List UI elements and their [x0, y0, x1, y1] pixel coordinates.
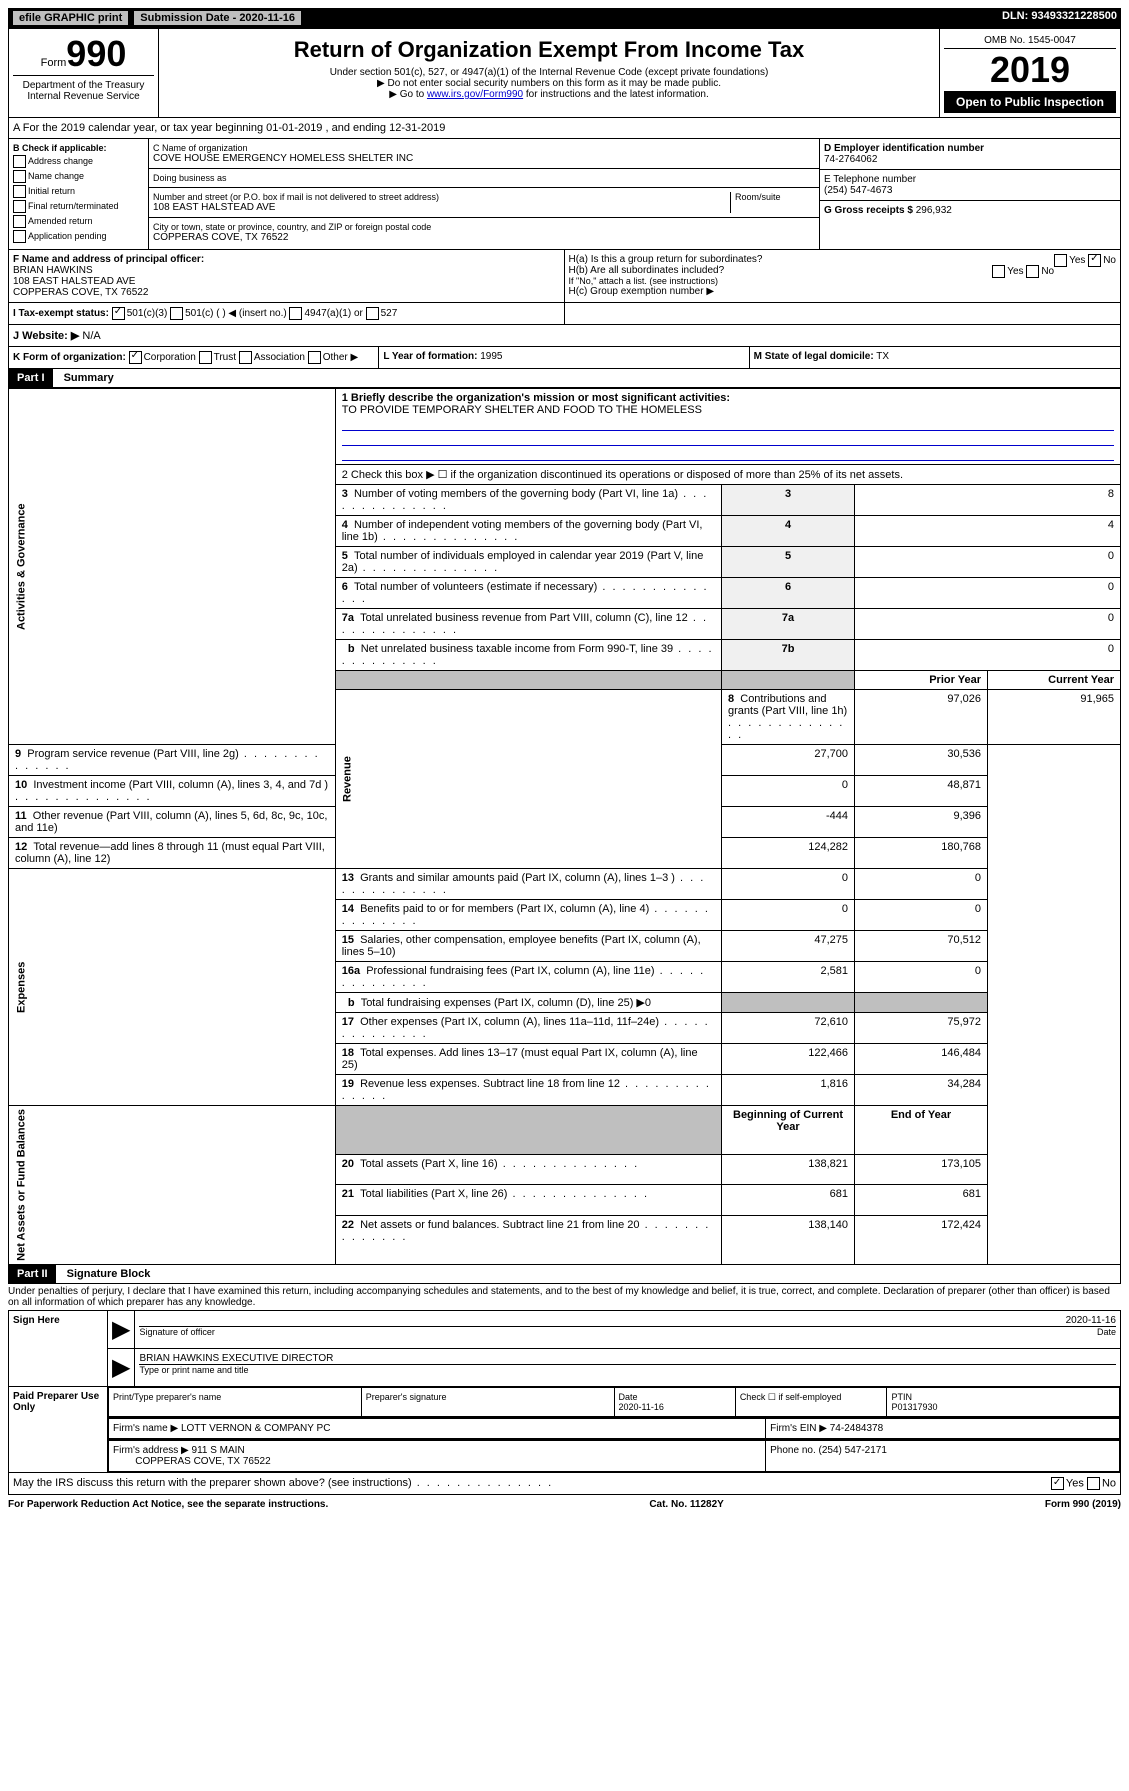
inspection-box: Open to Public Inspection — [944, 91, 1116, 113]
part2-header: Part II — [9, 1265, 56, 1283]
discuss-row: May the IRS discuss this return with the… — [8, 1473, 1121, 1495]
checkbox-address-change[interactable] — [13, 155, 26, 168]
tax-year: 2019 — [944, 49, 1116, 91]
box-f: F Name and address of principal officer:… — [9, 250, 565, 302]
checkbox-hb-no[interactable] — [1026, 265, 1039, 278]
info-section: B Check if applicable: Address change Na… — [8, 139, 1121, 250]
checkbox-corp[interactable] — [129, 351, 142, 364]
sign-here-label: Sign Here — [9, 1310, 108, 1386]
signature-table: Sign Here ▶ 2020-11-16 Signature of offi… — [8, 1310, 1121, 1473]
vlabel-revenue: Revenue — [335, 690, 721, 869]
page-footer: For Paperwork Reduction Act Notice, see … — [8, 1499, 1121, 1510]
note-goto-pre: ▶ Go to — [389, 89, 427, 100]
paid-preparer-label: Paid Preparer Use Only — [9, 1386, 108, 1472]
top-bar: efile GRAPHIC print Submission Date - 20… — [8, 8, 1121, 28]
form-subtitle: Under section 501(c), 527, or 4947(a)(1)… — [163, 67, 935, 78]
checkbox-pending[interactable] — [13, 230, 26, 243]
part1-header: Part I — [9, 369, 53, 387]
org-address: 108 EAST HALSTEAD AVE — [153, 202, 726, 213]
form-header: Form990 Department of the Treasury Inter… — [8, 28, 1121, 118]
org-name: COVE HOUSE EMERGENCY HOMELESS SHELTER IN… — [153, 153, 815, 164]
vlabel-expenses: Expenses — [9, 869, 336, 1106]
vlabel-governance: Activities & Governance — [9, 389, 336, 745]
part1-title: Summary — [64, 372, 114, 384]
box-j: J Website: ▶ N/A — [8, 325, 1121, 347]
checkbox-assoc[interactable] — [239, 351, 252, 364]
checkbox-trust[interactable] — [199, 351, 212, 364]
checkbox-discuss-yes[interactable] — [1051, 1477, 1064, 1490]
checkbox-initial-return[interactable] — [13, 185, 26, 198]
checkbox-hb-yes[interactable] — [992, 265, 1005, 278]
irs-link[interactable]: www.irs.gov/Form990 — [427, 89, 523, 100]
checkbox-discuss-no[interactable] — [1087, 1477, 1100, 1490]
mission-text: TO PROVIDE TEMPORARY SHELTER AND FOOD TO… — [342, 404, 702, 416]
part2-title: Signature Block — [67, 1268, 151, 1280]
box-h: H(a) Is this a group return for subordin… — [565, 250, 1121, 302]
checkbox-amended[interactable] — [13, 215, 26, 228]
checkbox-527[interactable] — [366, 307, 379, 320]
box-i: I Tax-exempt status: 501(c)(3) 501(c) ( … — [9, 303, 565, 324]
box-c: C Name of organization COVE HOUSE EMERGE… — [149, 139, 820, 249]
info-section-2: F Name and address of principal officer:… — [8, 250, 1121, 303]
period-row: A For the 2019 calendar year, or tax yea… — [8, 118, 1121, 139]
dln-label: DLN: 93493321228500 — [1002, 10, 1117, 26]
checkbox-ha-yes[interactable] — [1054, 254, 1067, 267]
box-klm: K Form of organization: Corporation Trus… — [8, 347, 1121, 369]
org-city: COPPERAS COVE, TX 76522 — [153, 232, 815, 243]
form-title: Return of Organization Exempt From Incom… — [163, 37, 935, 63]
gross-receipts: 296,932 — [916, 205, 952, 216]
summary-table: Activities & Governance 1 Briefly descri… — [8, 388, 1121, 1265]
box-b: B Check if applicable: Address change Na… — [9, 139, 149, 249]
checkbox-4947[interactable] — [289, 307, 302, 320]
checkbox-other[interactable] — [308, 351, 321, 364]
ein-value: 74-2764062 — [824, 154, 877, 165]
box-deg: D Employer identification number 74-2764… — [820, 139, 1120, 249]
form-number: 990 — [66, 33, 126, 74]
phone-value: (254) 547-4673 — [824, 185, 892, 196]
checkbox-final-return[interactable] — [13, 200, 26, 213]
efile-button[interactable]: efile GRAPHIC print — [12, 10, 129, 26]
checkbox-ha-no[interactable] — [1088, 254, 1101, 267]
omb-number: OMB No. 1545-0047 — [944, 33, 1116, 49]
form-prefix: Form — [41, 57, 67, 69]
note-goto-post: for instructions and the latest informat… — [526, 89, 709, 100]
perjury-text: Under penalties of perjury, I declare th… — [8, 1284, 1121, 1310]
vlabel-net-assets: Net Assets or Fund Balances — [9, 1106, 336, 1265]
checkbox-501c3[interactable] — [112, 307, 125, 320]
dept-treasury: Department of the Treasury Internal Reve… — [13, 75, 154, 106]
checkbox-name-change[interactable] — [13, 170, 26, 183]
submission-button[interactable]: Submission Date - 2020-11-16 — [133, 10, 302, 26]
note-ssn: ▶ Do not enter social security numbers o… — [163, 78, 935, 89]
checkbox-501c[interactable] — [170, 307, 183, 320]
